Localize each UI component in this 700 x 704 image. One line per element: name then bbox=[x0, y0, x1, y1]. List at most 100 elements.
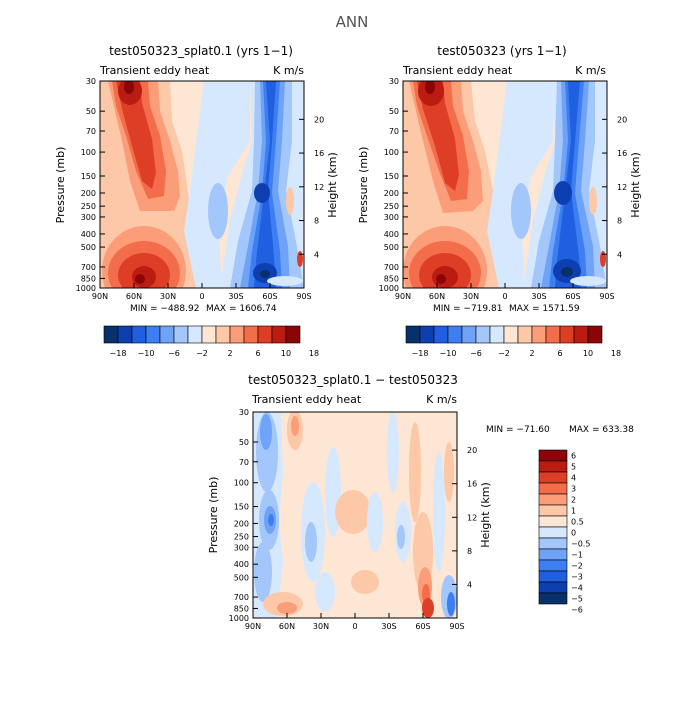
y-tick-label: 30 bbox=[239, 408, 249, 417]
panel-3-colorbar: 6 5 4 3 2 1 0.5 0 −0.5 −1 −2 −3 −4 −5 −6 bbox=[538, 449, 590, 615]
x-tick-label: 30N bbox=[313, 622, 329, 631]
panel-1-colorbar: −18 −10 −6 −2 2 6 10 18 bbox=[103, 325, 319, 358]
y-tick-label: 200 bbox=[384, 189, 399, 198]
panel-1-max: MAX = 1606.74 bbox=[206, 304, 277, 314]
y2-tick-label: 8 bbox=[314, 217, 319, 226]
colorbar-label: 18 bbox=[611, 349, 621, 358]
y-tick-label: 100 bbox=[234, 479, 249, 488]
colorbar-swatch bbox=[145, 325, 161, 344]
y2-tick-label: 16 bbox=[467, 480, 477, 489]
y-tick-label: 400 bbox=[234, 560, 249, 569]
colorbar-swatch bbox=[538, 515, 568, 528]
colorbar-label: −6 bbox=[470, 349, 482, 358]
panel-2-colorbar: −18 −10 −6 −2 2 6 10 18 bbox=[405, 325, 621, 358]
colorbar-label: −3 bbox=[571, 573, 583, 582]
panel-3-field bbox=[253, 412, 457, 618]
x-tick-label: 60S bbox=[262, 292, 277, 301]
colorbar-swatch bbox=[545, 325, 561, 344]
colorbar-swatch bbox=[419, 325, 435, 344]
y-tick-label: 1000 bbox=[379, 284, 399, 293]
colorbar-swatch bbox=[503, 325, 519, 344]
colorbar-label: 6 bbox=[557, 349, 562, 358]
colorbar-swatch bbox=[538, 449, 568, 462]
y-tick-label: 30 bbox=[86, 77, 96, 86]
colorbar-swatch bbox=[461, 325, 477, 344]
colorbar-swatch bbox=[117, 325, 133, 344]
y-tick-label: 850 bbox=[81, 274, 96, 283]
colorbar-label: −5 bbox=[571, 595, 583, 604]
y-tick-label: 200 bbox=[234, 519, 249, 528]
colorbar-label: −10 bbox=[138, 349, 155, 358]
colorbar-swatch bbox=[538, 581, 568, 594]
panel-1-ylabel: Pressure (mb) bbox=[54, 147, 67, 224]
y2-tick-label: 12 bbox=[467, 513, 477, 522]
x-tick-label: 0 bbox=[199, 292, 204, 301]
x-tick-label: 60N bbox=[126, 292, 142, 301]
colorbar-label: 2 bbox=[529, 349, 534, 358]
panel-2-x-axis: 90N 60N 30N 0 30S 60S 90S bbox=[395, 283, 615, 301]
colorbar-swatch bbox=[538, 548, 568, 561]
y-tick-label: 150 bbox=[234, 503, 249, 512]
panel-1-y2-axis: 20 16 12 8 4 bbox=[299, 115, 324, 259]
x-tick-label: 0 bbox=[352, 622, 357, 631]
colorbar-swatch bbox=[531, 325, 547, 344]
y2-tick-label: 12 bbox=[314, 183, 324, 192]
y2-tick-label: 20 bbox=[314, 115, 324, 124]
colorbar-swatch bbox=[257, 325, 273, 344]
colorbar-label: 3 bbox=[571, 485, 576, 494]
x-tick-label: 60S bbox=[415, 622, 430, 631]
colorbar-label: −1 bbox=[571, 551, 583, 560]
colorbar-swatch bbox=[159, 325, 175, 344]
colorbar-swatch bbox=[559, 325, 575, 344]
panel-3-y2-axis: 20 16 12 8 4 bbox=[452, 446, 477, 589]
x-tick-label: 30S bbox=[381, 622, 396, 631]
x-tick-label: 90S bbox=[599, 292, 614, 301]
panel-2-variable: Transient eddy heat bbox=[402, 64, 513, 77]
colorbar-label: 1 bbox=[571, 507, 576, 516]
y2-tick-label: 16 bbox=[617, 149, 627, 158]
colorbar-label: 2 bbox=[227, 349, 232, 358]
colorbar-swatch bbox=[285, 325, 301, 344]
colorbar-swatch bbox=[538, 493, 568, 506]
colorbar-swatch bbox=[538, 460, 568, 473]
panel-3-min: MIN = −71.60 bbox=[486, 425, 550, 435]
y-tick-label: 300 bbox=[234, 543, 249, 552]
colorbar-swatch bbox=[517, 325, 533, 344]
x-tick-label: 90N bbox=[245, 622, 261, 631]
x-tick-label: 90N bbox=[92, 292, 108, 301]
colorbar-swatch bbox=[538, 537, 568, 550]
panel-2-ylabel: Pressure (mb) bbox=[357, 147, 370, 224]
panel-3-y2label: Height (km) bbox=[479, 482, 492, 548]
panel-2-units: K m/s bbox=[575, 64, 606, 77]
panel-2-field bbox=[403, 81, 607, 288]
colorbar-label: 6 bbox=[255, 349, 260, 358]
panel-1-min: MIN = −488.92 bbox=[130, 304, 199, 314]
y-tick-label: 700 bbox=[81, 263, 96, 272]
colorbar-swatch bbox=[201, 325, 217, 344]
y-tick-label: 70 bbox=[86, 127, 96, 136]
x-tick-label: 90S bbox=[296, 292, 311, 301]
colorbar-label: −2 bbox=[498, 349, 510, 358]
y-tick-label: 70 bbox=[239, 458, 249, 467]
colorbar-swatch bbox=[433, 325, 449, 344]
panel-2: test050323 (yrs 1−1) Transient eddy heat… bbox=[357, 44, 642, 358]
colorbar-swatch bbox=[538, 471, 568, 484]
colorbar-label: −10 bbox=[440, 349, 457, 358]
y2-tick-label: 20 bbox=[617, 115, 627, 124]
x-tick-label: 0 bbox=[502, 292, 507, 301]
panel-3-x-axis: 90N 60N 30N 0 30S 60S 90S bbox=[245, 613, 465, 631]
y2-tick-label: 8 bbox=[617, 217, 622, 226]
y-tick-label: 250 bbox=[234, 533, 249, 542]
colorbar-swatch bbox=[538, 504, 568, 517]
colorbar-swatch bbox=[405, 325, 421, 344]
x-tick-label: 30S bbox=[531, 292, 546, 301]
y-tick-label: 300 bbox=[81, 213, 96, 222]
y-tick-label: 700 bbox=[384, 263, 399, 272]
colorbar-label: 18 bbox=[309, 349, 319, 358]
panel-3-variable: Transient eddy heat bbox=[251, 393, 362, 406]
y2-tick-label: 4 bbox=[467, 580, 472, 589]
colorbar-swatch bbox=[187, 325, 203, 344]
colorbar-swatch bbox=[573, 325, 589, 344]
